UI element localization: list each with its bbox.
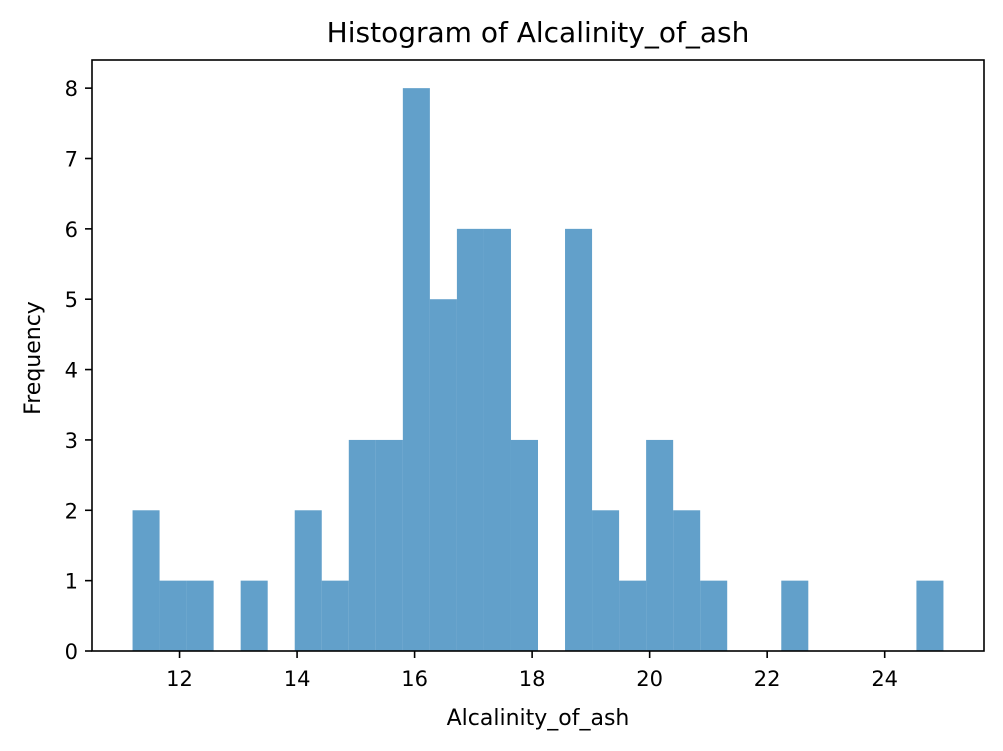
histogram-bar xyxy=(321,580,349,651)
y-tick-label: 7 xyxy=(65,148,78,172)
y-tick-label: 1 xyxy=(65,570,78,594)
x-tick-label: 16 xyxy=(401,667,428,691)
y-tick-label: 2 xyxy=(65,499,78,523)
histogram-bar xyxy=(375,439,403,651)
histogram-bar xyxy=(565,228,593,651)
bars-group xyxy=(132,88,944,651)
histogram-bar xyxy=(483,228,511,651)
y-axis-ticks: 0 1 2 3 4 5 6 7 8 xyxy=(65,77,92,664)
histogram-bar xyxy=(619,580,647,651)
chart-title: Histogram of Alcalinity_of_ash xyxy=(327,16,750,49)
histogram-bar xyxy=(429,299,457,651)
histogram-bar xyxy=(646,439,674,651)
y-tick-label: 8 xyxy=(65,77,78,101)
histogram-bar xyxy=(132,510,160,651)
x-tick-label: 24 xyxy=(871,667,898,691)
histogram-bar xyxy=(159,580,187,651)
histogram-bar xyxy=(402,88,430,651)
histogram-bar xyxy=(916,580,944,651)
histogram-bar xyxy=(700,580,728,651)
x-tick-label: 14 xyxy=(284,667,311,691)
x-tick-label: 18 xyxy=(519,667,546,691)
x-axis-ticks: 12 14 16 18 20 22 24 xyxy=(166,651,898,691)
histogram-bar xyxy=(456,228,484,651)
y-tick-label: 4 xyxy=(65,359,78,383)
histogram-bar xyxy=(592,510,620,651)
histogram-bar xyxy=(781,580,809,651)
x-axis-label: Alcalinity_of_ash xyxy=(447,706,630,731)
plot-frame xyxy=(91,59,985,652)
x-tick-label: 22 xyxy=(754,667,781,691)
y-tick-label: 3 xyxy=(65,429,78,453)
x-tick-label: 12 xyxy=(166,667,193,691)
y-tick-label: 5 xyxy=(65,288,78,312)
x-tick-label: 20 xyxy=(636,667,663,691)
y-tick-label: 6 xyxy=(65,218,78,242)
histogram-bar xyxy=(510,439,538,651)
y-tick-label: 0 xyxy=(65,640,78,664)
histogram-bar xyxy=(348,439,376,651)
histogram-bar xyxy=(186,580,214,651)
histogram-bar xyxy=(673,510,701,651)
histogram-bar xyxy=(294,510,322,651)
y-axis-label: Frequency xyxy=(21,301,46,415)
histogram-bar xyxy=(240,580,268,651)
